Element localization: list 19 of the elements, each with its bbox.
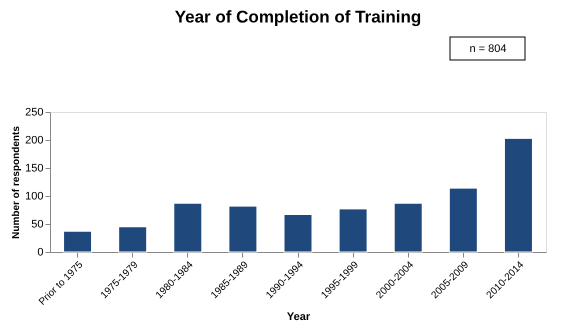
- y-tick-label: 200: [25, 134, 44, 146]
- bar: [504, 138, 533, 252]
- y-tick-label: 250: [25, 106, 44, 118]
- x-axis-title: Year: [286, 311, 311, 324]
- bar: [63, 230, 92, 252]
- bar: [394, 202, 423, 252]
- bar: [118, 226, 148, 252]
- y-tick-label: 100: [25, 190, 44, 202]
- chart-title: Year of Completion of Training: [174, 8, 422, 26]
- y-tick-label: 0: [37, 246, 44, 258]
- bar: [338, 208, 368, 252]
- bar: [284, 214, 312, 252]
- bar: [228, 206, 258, 252]
- text: n = 804: [469, 43, 507, 55]
- y-axis-title: Number of respondents: [11, 126, 22, 239]
- y-tick-label: 50: [31, 218, 44, 230]
- bar: [173, 202, 202, 252]
- y-tick-label: 150: [25, 162, 44, 174]
- bar: [448, 188, 478, 252]
